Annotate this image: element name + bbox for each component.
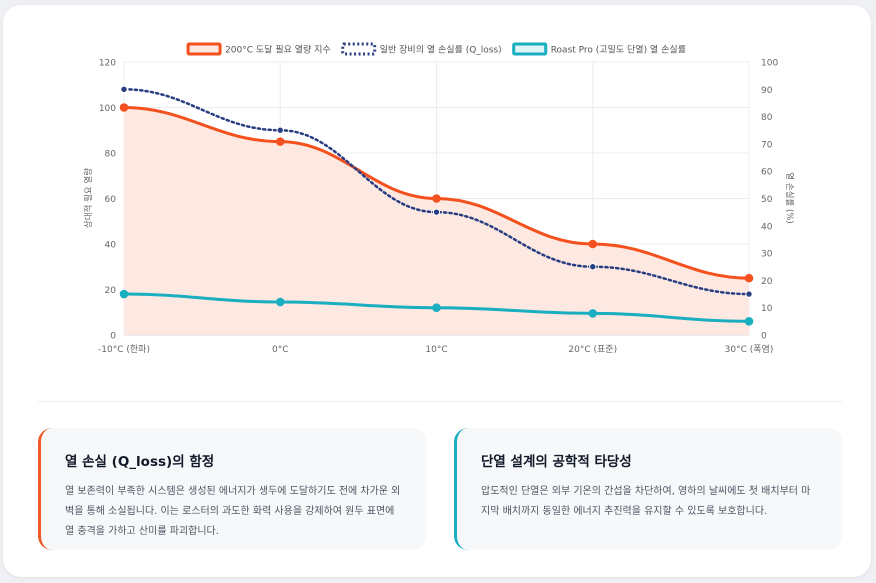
data-point	[746, 291, 752, 297]
legend-label: Roast Pro (고밀도 단열) 열 손실률	[551, 44, 686, 56]
x-tick-label: 20°C (표준)	[568, 344, 617, 355]
y-right-tick-label: 70	[761, 140, 773, 150]
x-tick-label: 0°C	[272, 345, 289, 355]
info-card-insulation: 단열 설계의 공학적 타당성 압도적인 단열은 외부 기온의 간섭을 차단하여,…	[454, 428, 842, 550]
y-left-tick-label: 100	[99, 104, 116, 114]
data-point	[276, 298, 284, 306]
legend-label: 일반 장비의 열 손실률 (Q_loss)	[380, 45, 502, 56]
y-left-tick-label: 0	[110, 332, 116, 342]
info-card-body: 압도적인 단열은 외부 기온의 간섭을 차단하여, 영하의 날씨에도 첫 배치부…	[481, 482, 818, 522]
data-point	[745, 274, 753, 282]
data-point	[433, 304, 441, 312]
data-point	[589, 240, 597, 248]
data-point	[433, 195, 441, 203]
x-tick-label: -10°C (한파)	[98, 344, 150, 355]
y-left-tick-label: 80	[105, 150, 117, 160]
x-tick-label: 10°C	[425, 345, 447, 355]
data-point	[745, 318, 753, 326]
legend-swatch	[514, 44, 546, 54]
x-tick-label: 30°C (폭염)	[725, 344, 774, 355]
legend-item[interactable]: 200°C 도달 필요 열량 지수	[188, 44, 331, 56]
y-right-tick-label: 80	[761, 113, 773, 123]
y-left-tick-label: 20	[105, 286, 117, 296]
info-card-heat-loss: 열 손실 (Q_loss)의 함정 열 보존력이 부족한 시스템은 생성된 에너…	[38, 428, 426, 550]
legend-swatch	[188, 44, 220, 54]
data-point	[276, 138, 284, 146]
y-right-tick-label: 40	[761, 222, 773, 232]
y-right-tick-label: 10	[761, 304, 773, 314]
data-point	[277, 127, 283, 133]
y-left-tick-label: 40	[105, 241, 117, 251]
legend-item[interactable]: 일반 장비의 열 손실률 (Q_loss)	[343, 44, 502, 56]
legend-label: 200°C 도달 필요 열량 지수	[225, 44, 331, 56]
content-card: 0 20 40 60 80 100 120 0 10 20 30 40 50 60 70 80 90 100 -10…	[3, 5, 871, 577]
y-right-axis-title: 열 손실률 (%)	[784, 172, 795, 223]
y-left-axis-title: 상대적 필요 열량	[83, 168, 94, 228]
y-left-tick-label: 60	[105, 195, 117, 205]
y-right-tick-label: 60	[761, 168, 773, 178]
data-point	[121, 86, 127, 92]
y-right-tick-label: 50	[761, 195, 773, 205]
data-point	[120, 104, 128, 112]
y-right-tick-label: 90	[761, 86, 773, 96]
y-right-tick-label: 30	[761, 250, 773, 260]
data-point	[589, 310, 597, 318]
y-left-tick-label: 120	[99, 59, 116, 69]
legend-swatch	[343, 44, 375, 54]
chart-legend[interactable]: 200°C 도달 필요 열량 지수 일반 장비의 열 손실률 (Q_loss) Ro…	[188, 44, 686, 56]
info-card-body: 열 보존력이 부족한 시스템은 생성된 에너지가 생두에 도달하기도 전에 차가…	[65, 482, 402, 542]
heat-loss-chart: 0 20 40 60 80 100 120 0 10 20 30 40 50 60 70 80 90 100 -10…	[3, 5, 871, 385]
data-point	[120, 290, 128, 298]
legend-item[interactable]: Roast Pro (고밀도 단열) 열 손실률	[514, 44, 686, 56]
y-right-tick-label: 100	[761, 59, 778, 69]
y-right-tick-label: 0	[761, 332, 767, 342]
y-right-tick-label: 20	[761, 277, 773, 287]
section-divider	[38, 401, 842, 402]
data-point	[590, 264, 596, 270]
data-point	[433, 209, 439, 215]
info-card-title: 열 손실 (Q_loss)의 함정	[65, 450, 402, 470]
info-card-title: 단열 설계의 공학적 타당성	[481, 450, 818, 470]
